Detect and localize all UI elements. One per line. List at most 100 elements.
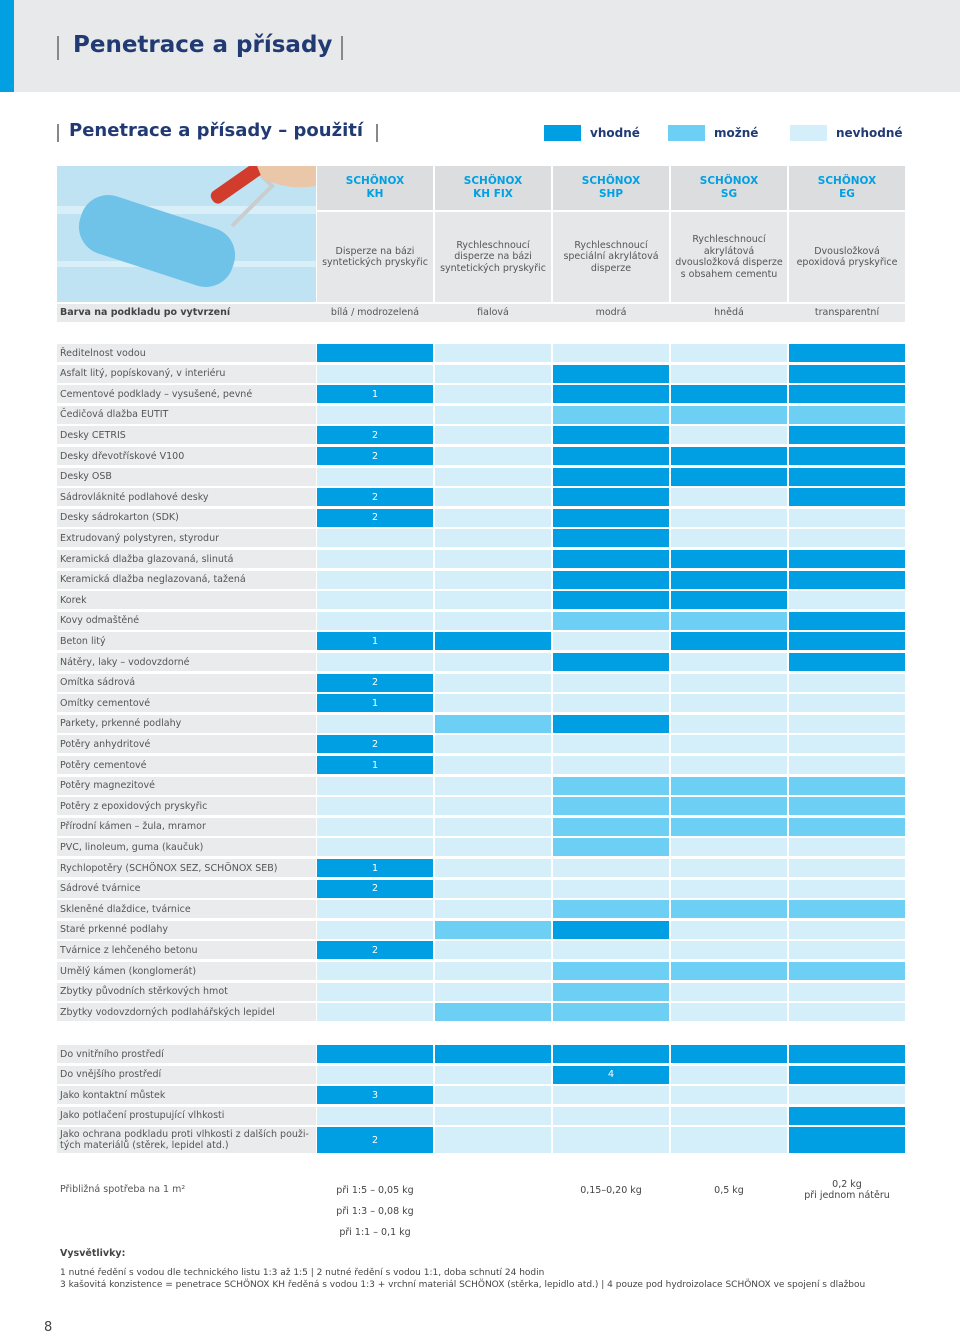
row-label: Staré prkenné podlahy — [57, 920, 316, 939]
suitability-cell — [789, 962, 905, 980]
row-label: Sádrovláknité podlahové desky — [57, 488, 316, 507]
suitability-cell: 2 — [317, 426, 433, 445]
product-name: EG — [839, 188, 855, 200]
label-line: Staré prkenné podlahy — [60, 924, 168, 936]
row-label: Do vnitřního prostředí — [57, 1045, 316, 1063]
suitability-cell — [671, 962, 787, 980]
description-line: syntetických pryskyřic — [322, 257, 428, 268]
label-line: Nátěry, laky – vodovzdorné — [60, 656, 190, 668]
suitability-cell — [789, 467, 905, 486]
suitability-cell — [435, 941, 551, 960]
suitability-cell — [789, 776, 905, 795]
label-line: Keramická dlažba neglazovaná, tažená — [60, 574, 246, 586]
suitability-cell — [553, 900, 669, 919]
row-label: Přibližná spotřeba na 1 m² — [60, 1184, 186, 1195]
row-label: Rychlopotěry (SCHÖNOX SEZ, SCHÖNOX SEB) — [57, 859, 316, 877]
suitability-cell — [789, 447, 905, 465]
suitability-cell — [553, 1086, 669, 1105]
suitability-cell: 2 — [317, 447, 433, 465]
suitability-cell — [789, 941, 905, 960]
suitability-cell — [671, 982, 787, 1001]
row-label: Přírodní kámen – žula, mramor — [57, 817, 316, 836]
suitability-cell — [671, 1065, 787, 1084]
suitability-cell — [789, 611, 905, 630]
label-line: PVC, linoleum, guma (kaučuk) — [60, 841, 204, 853]
suitability-cell — [789, 1045, 905, 1063]
suitability-cell — [553, 611, 669, 630]
footnote: 3 kašovitá konzistence = penetrace SCHÖN… — [60, 1280, 866, 1290]
description-line: dvousložková disperze — [675, 257, 783, 268]
suitability-cell — [435, 632, 551, 651]
suitability-cell — [435, 714, 551, 733]
suitability-cell — [435, 550, 551, 568]
description-line: akrylátová — [703, 245, 755, 257]
cell-note: 1 — [371, 759, 379, 771]
cell-note: 4 — [607, 1069, 615, 1081]
suitability-cell — [789, 1065, 905, 1084]
suitability-cell — [435, 591, 551, 610]
row-label: Potěry magnezitové — [57, 776, 316, 795]
suitability-cell — [317, 838, 433, 857]
description-line: Disperze na bázi — [335, 245, 415, 257]
product-description: Rychleschnoucí speciální akrylátová disper… — [553, 212, 669, 302]
suitability-cell — [553, 385, 669, 404]
suitability-cell — [671, 859, 787, 877]
suitability-cell — [317, 1065, 433, 1084]
row-label: Zbytky vodovzdorných podlahářských lepid… — [57, 1003, 316, 1022]
suitability-cell — [435, 817, 551, 836]
header-band — [0, 0, 960, 92]
suitability-cell — [435, 859, 551, 877]
description-line: disperze — [590, 262, 632, 274]
suitability-cell — [553, 508, 669, 527]
suitability-cell — [435, 962, 551, 980]
suitability-cell — [553, 920, 669, 939]
row-label: Ředitelnost vodou — [57, 344, 316, 362]
suitability-cell — [789, 735, 905, 754]
suitability-cell — [435, 1003, 551, 1022]
label-line: Desky OSB — [60, 471, 112, 483]
suitability-cell — [789, 632, 905, 651]
product-description: Rychleschnoucí disperze na bázi syntetický… — [435, 212, 551, 302]
suitability-cell — [317, 344, 433, 362]
suitability-cell — [789, 1003, 905, 1022]
suitability-cell — [671, 1086, 787, 1105]
label-line: Potěry cementové — [60, 759, 147, 771]
product-description: Rychleschnoucí akrylátová dvousložková dis… — [671, 212, 787, 302]
suitability-cell — [435, 1106, 551, 1125]
row-label: Desky sádrokarton (SDK) — [57, 508, 316, 527]
suitability-cell — [671, 344, 787, 362]
legend-swatch — [544, 125, 581, 141]
description-line: disperze na bázi — [454, 251, 532, 263]
suitability-cell — [553, 817, 669, 836]
row-label: PVC, linoleum, guma (kaučuk) — [57, 838, 316, 857]
consumption-line: při jednom nátěru — [804, 1190, 890, 1201]
cell-note: 1 — [371, 635, 379, 647]
base-color: bílá / modrozelená — [330, 307, 420, 318]
suitability-cell — [317, 529, 433, 548]
legend-label: vhodné — [590, 126, 640, 140]
row-label: Do vnějšího prostředí — [57, 1065, 316, 1084]
row-label: Desky dřevotřískové V100 — [57, 447, 316, 465]
cell-note: 2 — [371, 883, 379, 895]
suitability-cell — [435, 344, 551, 362]
suitability-cell — [435, 488, 551, 507]
suitability-cell: 2 — [317, 673, 433, 692]
suitability-cell — [671, 797, 787, 816]
description-line: syntetických pryskyřic — [440, 262, 546, 274]
cell-note: 1 — [371, 697, 379, 709]
suitability-cell — [317, 550, 433, 568]
consumption-cell: 0,2 kg při jednom nátěru — [789, 1175, 905, 1205]
label-line: Skleněné dlaždice, tvárnice — [60, 903, 191, 915]
legend-label: nevhodné — [836, 126, 903, 140]
suitability-cell — [317, 1045, 433, 1063]
row-label: Jako ochrana podkladu proti vlhkosti z d… — [57, 1127, 316, 1154]
suitability-cell — [435, 1045, 551, 1063]
suitability-cell — [789, 653, 905, 671]
label-line: Korek — [60, 594, 87, 606]
row-label: Desky OSB — [57, 467, 316, 486]
base-color: transparentní — [814, 307, 880, 318]
suitability-cell — [553, 529, 669, 548]
row-label: Potěry cementové — [57, 756, 316, 774]
description-line: s obsahem cementu — [680, 268, 778, 280]
label-line: Do vnitřního prostředí — [60, 1048, 164, 1060]
